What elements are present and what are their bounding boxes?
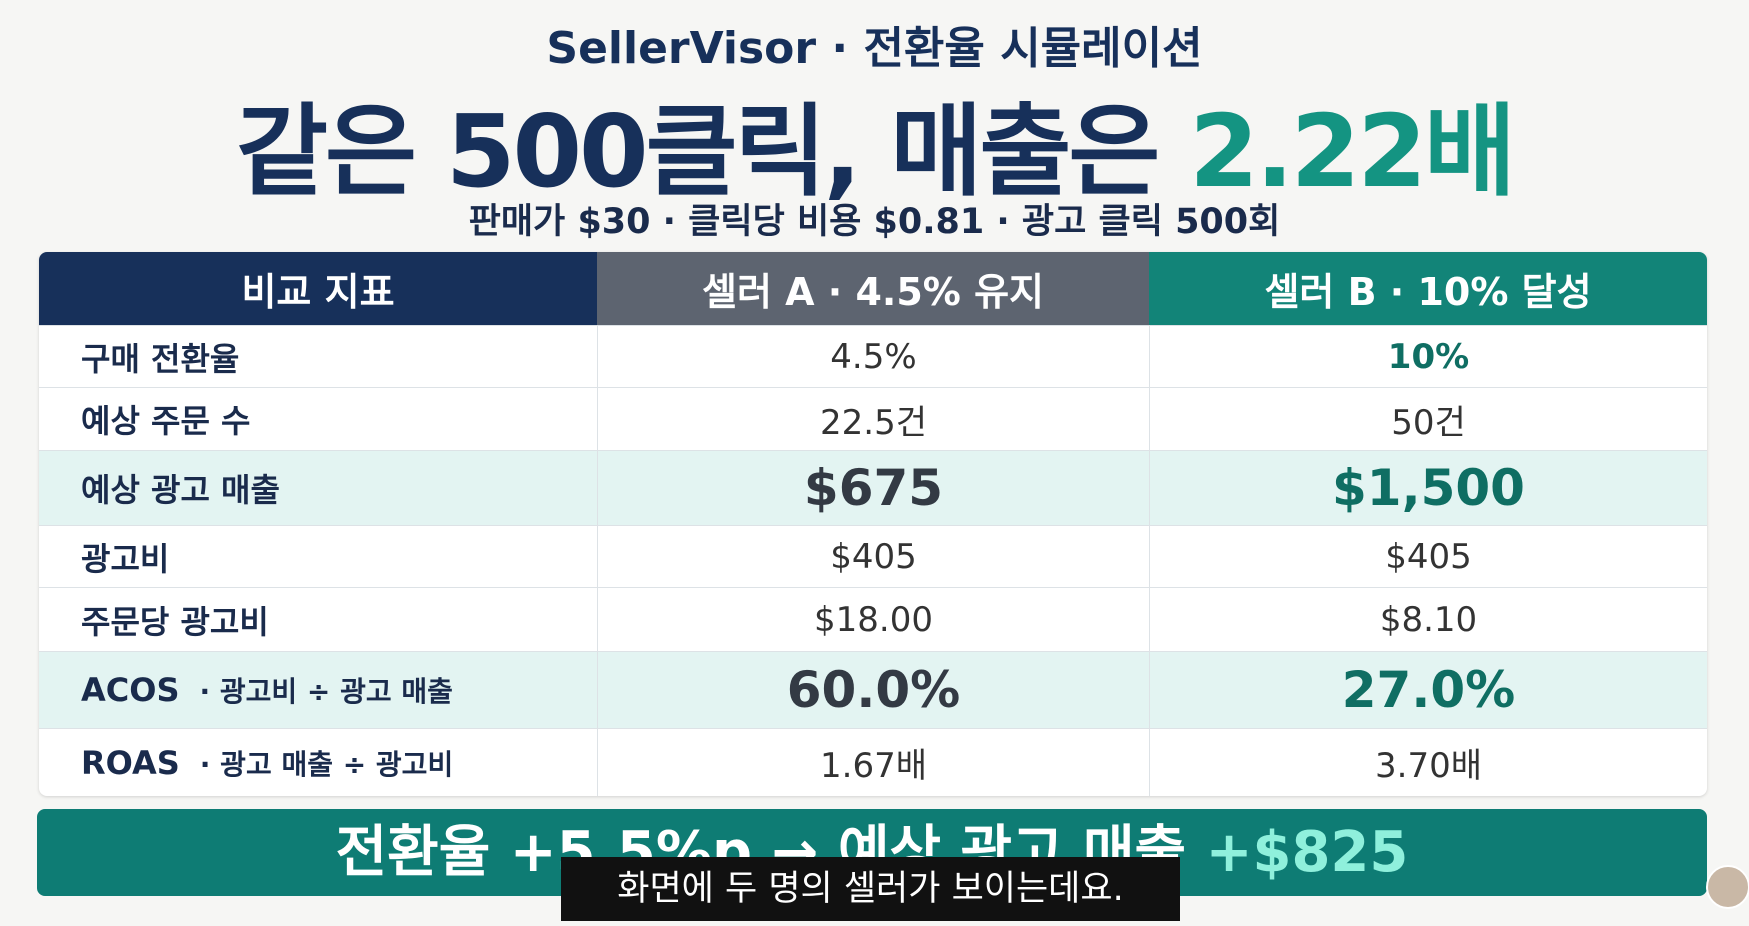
value-a: 22.5건 [597, 388, 1149, 450]
headline-text: 같은 500클릭, 매출은 [236, 93, 1190, 210]
row-label: ACOS · 광고비 ÷ 광고 매출 [39, 652, 597, 728]
row-label: 구매 전환율 [39, 326, 597, 387]
table-row: ACOS · 광고비 ÷ 광고 매출 60.0% 27.0% [39, 651, 1707, 728]
headline: 같은 500클릭, 매출은 2.22배 [0, 70, 1749, 215]
table-row: 주문당 광고비 $18.00 $8.10 [39, 587, 1707, 651]
table-row: 광고비 $405 $405 [39, 525, 1707, 587]
label-text: 예상 주문 수 [81, 402, 251, 440]
row-label: 주문당 광고비 [39, 588, 597, 651]
row-label: ROAS · 광고 매출 ÷ 광고비 [39, 729, 597, 796]
label-text: 예상 광고 매출 [81, 471, 280, 509]
value-b: $1,500 [1149, 451, 1707, 525]
headline-highlight: 2.22배 [1189, 93, 1516, 210]
subtitle: 판매가 $30 · 클릭당 비용 $0.81 · 광고 클릭 500회 [468, 202, 1281, 242]
value-b: $405 [1149, 526, 1707, 587]
banner: 전환율 +5.5%p → 예상 광고 매출 +$825 [37, 809, 1707, 896]
value-b: 50건 [1149, 388, 1707, 450]
value-b: 27.0% [1149, 652, 1707, 728]
value-a: 1.67배 [597, 729, 1149, 796]
label-text: ROAS [81, 743, 180, 782]
column-header: 셀러 A · 4.5% 유지 [597, 252, 1149, 325]
value-a: $405 [597, 526, 1149, 587]
value-a: $675 [597, 451, 1149, 525]
brand: SellerVisor · 전환율 시뮬레이션 [546, 23, 1203, 74]
value-b: $8.10 [1149, 588, 1707, 651]
table-row: 예상 주문 수 22.5건 50건 [39, 387, 1707, 450]
row-label: 광고비 [39, 526, 597, 587]
caption: 화면에 두 명의 셀러가 보이는데요. [561, 857, 1180, 921]
value-a: 4.5% [597, 326, 1149, 387]
row-label: 예상 주문 수 [39, 388, 597, 450]
table-row: ROAS · 광고 매출 ÷ 광고비 1.67배 3.70배 [39, 728, 1707, 796]
table-row: 예상 광고 매출 $675 $1,500 [39, 450, 1707, 525]
label-text: ACOS [81, 671, 180, 709]
label-sub: · 광고비 ÷ 광고 매출 [199, 675, 453, 708]
value-b: 10% [1149, 326, 1707, 387]
table-header: 비교 지표 셀러 A · 4.5% 유지 셀러 B · 10% 달성 [39, 252, 1707, 325]
label-text: 주문당 광고비 [81, 602, 269, 641]
value-a: 60.0% [597, 652, 1149, 728]
label-sub: · 광고 매출 ÷ 광고비 [199, 747, 454, 781]
value-b: 3.70배 [1149, 729, 1707, 796]
label-text: 구매 전환율 [81, 339, 240, 378]
label-text: 광고비 [81, 539, 170, 578]
table-row: 구매 전환율 4.5% 10% [39, 325, 1707, 387]
row-label: 예상 광고 매출 [39, 451, 597, 525]
column-header: 셀러 B · 10% 달성 [1149, 252, 1707, 325]
column-header: 비교 지표 [39, 252, 597, 325]
value-a: $18.00 [597, 588, 1149, 651]
avatar [1706, 865, 1749, 909]
banner-highlight: +$825 [1205, 820, 1409, 885]
